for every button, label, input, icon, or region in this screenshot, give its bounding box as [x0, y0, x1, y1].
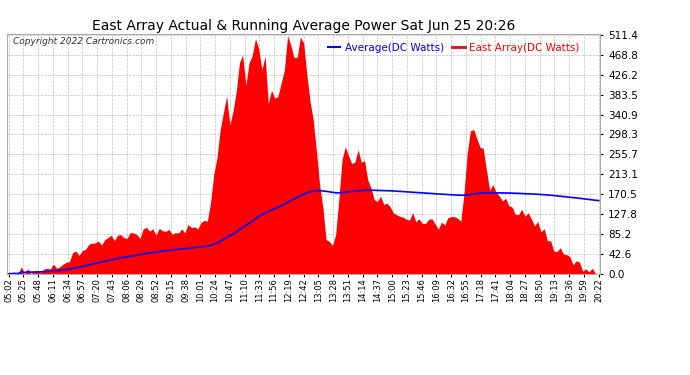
Text: Copyright 2022 Cartronics.com: Copyright 2022 Cartronics.com	[13, 38, 154, 46]
Legend: Average(DC Watts), East Array(DC Watts): Average(DC Watts), East Array(DC Watts)	[324, 39, 583, 57]
Title: East Array Actual & Running Average Power Sat Jun 25 20:26: East Array Actual & Running Average Powe…	[92, 19, 515, 33]
